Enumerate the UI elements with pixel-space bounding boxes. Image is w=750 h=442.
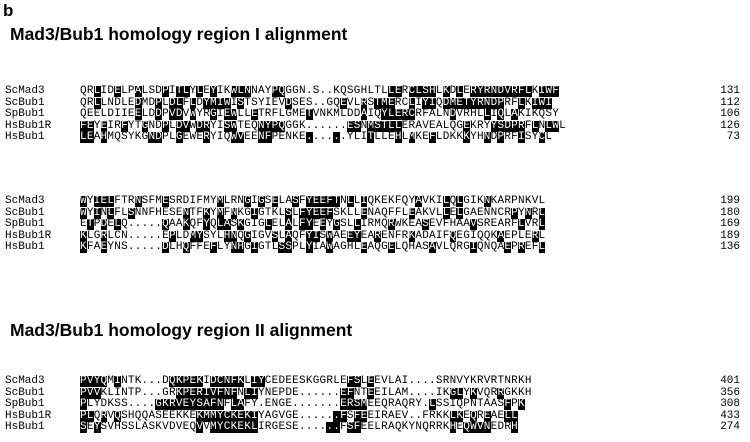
alignment-row: ScMad3 QRLIDELPALSDPITLYLEYIKWLNNAYPQGGN.…	[0, 86, 750, 97]
residue-position-number: 73	[726, 131, 740, 143]
residue-position-number: 180	[720, 206, 740, 219]
sequence-residues: WYIELFTRNSFMESRDIFMYMLRNGIGSELASFYEEFTNL…	[80, 195, 546, 207]
residue-position-number: 136	[720, 241, 740, 253]
alignment-row: SpBub1 QEELDIIEELDDPVDVWYRGIEWLLETRFLGMET…	[0, 109, 750, 120]
sequence-residues: PVYQMINTK...DQKPEKIDCNFKLIYCEDEESKGGRLEF…	[80, 375, 532, 387]
residue-position-number: 356	[720, 386, 740, 399]
residue-position-number: 433	[720, 409, 740, 422]
residue-position-number: 112	[720, 96, 740, 109]
sequence-name: HsBub1	[5, 421, 45, 433]
residue-position-number: 274	[720, 421, 740, 433]
sequence-residues: FEYEIRFYTGNDPLDVWDRYISWTEQNYPQGGK......E…	[80, 119, 566, 132]
alignment-row: SpBub1 ETPDELQ.....QAAKQFYQLASKGIGLELALFY…	[0, 219, 750, 230]
sequence-residues: QRLIDELPALSDPITLYLEYIKWLNNAYPQGGN.S..KQS…	[80, 85, 560, 97]
alignment-row: ScMad3 PVYQMINTK...DQKPEKIDCNFKLIYCEDEESK…	[0, 376, 750, 387]
section-title-region-i: Mad3/Bub1 homology region I alignment	[10, 24, 348, 44]
alignment-row: HsBub1 KFAEYNS.....DLHQFFEFLYNHGIGTLSSPLY…	[0, 242, 750, 253]
residue-position-number: 189	[720, 229, 740, 242]
sequence-residues: PVVKLINTP...GRKPERIVFNFNLIYNEPDE......EF…	[80, 386, 532, 399]
alignment-row: ScBub1 QRLLNDLEDMDPLDLFLDYMIWISTSYIEVDSES…	[0, 96, 750, 109]
sequence-residues: ETPDELQ.....QAAKQFYQLASKGIGLELALFYEEYGSL…	[80, 218, 546, 230]
sequence-name: ScMad3	[5, 375, 45, 387]
sequence-residues: KLGRLCN.....EPLDMYSYLHNQGIGVSLAQFYISWAEE…	[80, 229, 546, 242]
sequence-name: ScMad3	[5, 85, 45, 97]
sequence-residues: QEELDIIEELDDPVDVWYRGIEWLLETRFLGMETVNKMLD…	[80, 108, 560, 120]
sequence-name: HsBub1	[5, 241, 45, 253]
sequence-residues: LEAHMQSYKGNDPLGEWERYIQWVEENFPENKE......Y…	[80, 131, 553, 143]
alignment-row: ScMad3 WYIELFTRNSFMESRDIFMYMLRNGIGSELASFY…	[0, 196, 750, 207]
sequence-residues: PLYDKSS....GKRVEYSAFNFLAFY.ENGE.......ER…	[80, 398, 525, 410]
sequence-name: ScBub1	[5, 96, 45, 109]
residue-position-number: 169	[720, 218, 740, 230]
sequence-name: HsBub1R	[5, 229, 52, 242]
sequence-name: ScBub1	[5, 206, 45, 219]
sequence-name: SpBub1	[5, 398, 45, 410]
sequence-name: ScBub1	[5, 386, 45, 399]
residue-position-number: 308	[720, 398, 740, 410]
alignment-row: HsBub1 LEAHMQSYKGNDPLGEWERYIQWVEENFPENKE.…	[0, 132, 750, 143]
panel-label: b	[3, 1, 14, 20]
sequence-residues: QRLLNDLEDMDPLDLFLDYMIWISTSYIEVDSES..GQEV…	[80, 96, 553, 109]
sequence-residues: WYINLFLSNNFHESENTFKYMFNKGIGTKLSLFYEEFSKL…	[80, 206, 546, 219]
alignment-row: HsBub1R KLGRLCN.....EPLDMYSYLHNQGIGVSLAQF…	[0, 229, 750, 242]
sequence-name: SpBub1	[5, 218, 45, 230]
sequence-name: HsBub1R	[5, 119, 52, 132]
sequence-name: ScMad3	[5, 195, 45, 207]
sequence-name: HsBub1R	[5, 409, 52, 422]
alignment-row: ScBub1 PVVKLINTP...GRKPERIVFNFNLIYNEPDE..…	[0, 386, 750, 399]
residue-position-number: 199	[720, 195, 740, 207]
sequence-residues: KFAEYNS.....DLHQFFEFLYNHGIGTLSSPLYIAWAGH…	[80, 241, 546, 253]
sequence-name: HsBub1	[5, 131, 45, 143]
alignment-row: ScBub1 WYINLFLSNNFHESENTFKYMFNKGIGTKLSLFY…	[0, 206, 750, 219]
sequence-residues: SEYSVHSSLASKVDVEQVVMYCKEKLIRGESE......FS…	[80, 421, 518, 433]
sequence-residues: PLQRVQSHQQASEEKKEKMMYCKEKIYAGVGE......FS…	[80, 409, 518, 422]
alignment-row: HsBub1R FEYEIRFYTGNDPLDVWDRYISWTEQNYPQGGK…	[0, 119, 750, 132]
residue-position-number: 106	[720, 108, 740, 120]
sequence-name: SpBub1	[5, 108, 45, 120]
alignment-row: HsBub1R PLQRVQSHQQASEEKKEKMMYCKEKIYAGVGE.…	[0, 409, 750, 422]
residue-position-number: 131	[720, 85, 740, 97]
section-title-region-ii: Mad3/Bub1 homology region II alignment	[10, 320, 353, 340]
residue-position-number: 126	[720, 119, 740, 132]
residue-position-number: 401	[720, 375, 740, 387]
alignment-row: SpBub1 PLYDKSS....GKRVEYSAFNFLAFY.ENGE...…	[0, 399, 750, 410]
alignment-row: HsBub1 SEYSVHSSLASKVDVEQVVMYCKEKLIRGESE..…	[0, 422, 750, 433]
